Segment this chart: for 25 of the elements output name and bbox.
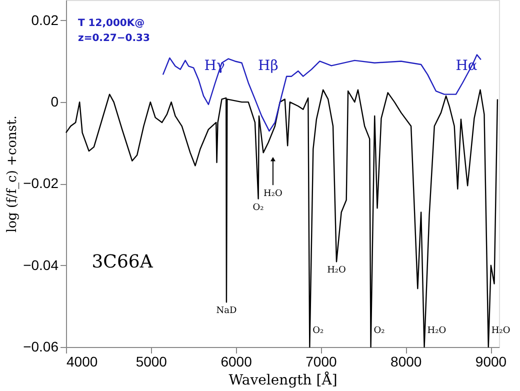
x-tick-label: 9000 — [475, 354, 507, 370]
text: T 12,000K@ z=0.27−0.33 — [78, 18, 150, 44]
x-tick-label: 5000 — [136, 354, 168, 370]
y-axis-title: log (f/f_c) +const. — [5, 116, 20, 232]
x-tick-label: 7000 — [306, 354, 337, 370]
annotation: 3C66A — [92, 251, 154, 272]
annotation: O₂ — [374, 326, 386, 336]
annotation: NaD — [216, 306, 237, 316]
annotation: H₂O — [491, 326, 510, 336]
annotation: Hβ — [258, 58, 278, 74]
x-tick-label: 4000 — [66, 354, 98, 370]
y-tick-label: −0.06 — [23, 338, 59, 354]
x-axis-title: Wavelength [Å] — [228, 372, 338, 388]
line-series — [162, 54, 482, 132]
annotation: H₂O — [427, 326, 446, 336]
annotation: O₂ — [312, 326, 324, 336]
annotation: O₂ — [252, 202, 264, 213]
y-tick-label: −0.02 — [23, 175, 59, 192]
annotation: H₂O — [264, 189, 282, 200]
annotation: H₂O — [327, 266, 346, 276]
x-tick-label: 6000 — [220, 354, 252, 370]
x-tick-label: 8000 — [390, 354, 422, 370]
y-tick-label: 0.02 — [31, 12, 59, 28]
y-tick-label: 0 — [50, 94, 59, 110]
y-tick-label: −0.04 — [23, 256, 59, 273]
